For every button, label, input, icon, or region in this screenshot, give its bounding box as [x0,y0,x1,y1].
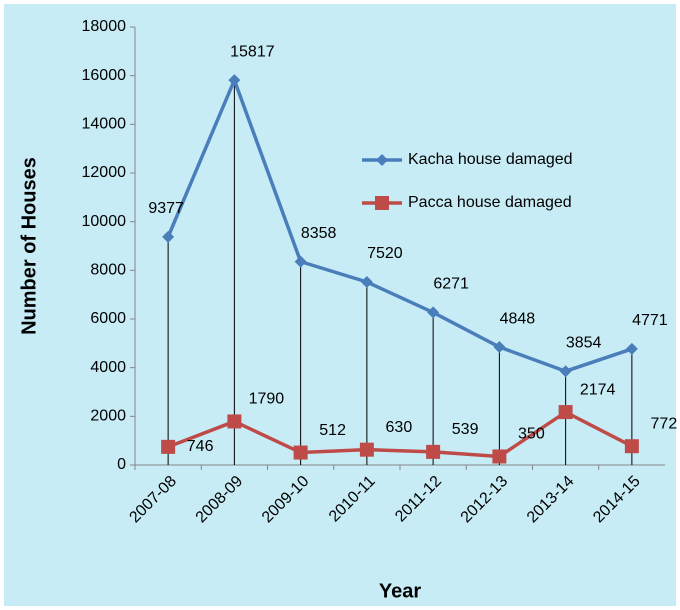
legend-label: Kacha house damaged [408,151,573,168]
data-label: 630 [386,419,413,436]
data-label: 2174 [580,381,616,398]
y-tick-label: 6000 [90,310,126,327]
y-tick-label: 0 [117,456,126,473]
marker [161,439,176,454]
data-label: 539 [452,421,479,438]
y-tick-label: 10000 [82,213,127,230]
marker [493,341,506,354]
data-label: 4848 [500,310,536,327]
x-axis-title: Year [379,580,421,602]
data-label: 9377 [148,200,184,217]
marker [426,444,441,459]
marker [625,342,638,355]
legend-marker [375,196,389,210]
data-label: 512 [319,422,346,439]
marker [227,414,242,429]
y-tick-label: 4000 [90,359,126,376]
marker [624,439,639,454]
y-axis-title: Number of Houses [18,157,40,335]
series-line [166,75,633,374]
data-label: 4771 [632,312,668,329]
data-label: 6271 [433,276,469,293]
data-label: 7520 [367,245,403,262]
series-line [167,410,633,459]
data-label: 15817 [230,43,275,60]
marker [558,405,573,420]
marker [360,276,373,289]
marker [294,255,307,268]
marker [492,449,507,464]
data-label: 350 [518,426,545,443]
data-label: 3854 [566,334,602,351]
marker [559,365,572,378]
data-label: 8358 [301,225,337,242]
y-tick-label: 2000 [90,408,126,425]
data-label: 1790 [249,391,285,408]
data-label: 746 [187,438,214,455]
chart-background [4,4,676,606]
marker [293,445,308,460]
y-tick-label: 16000 [82,67,127,84]
marker [427,306,440,319]
y-tick-label: 14000 [82,116,127,133]
marker [228,74,241,87]
y-tick-label: 12000 [82,164,127,181]
data-label: 772 [651,415,678,432]
y-tick-label: 18000 [82,18,127,35]
legend-marker [376,154,388,166]
legend-label: Pacca house damaged [408,194,572,211]
marker [359,442,374,457]
y-tick-label: 8000 [90,262,126,279]
marker [162,230,175,243]
